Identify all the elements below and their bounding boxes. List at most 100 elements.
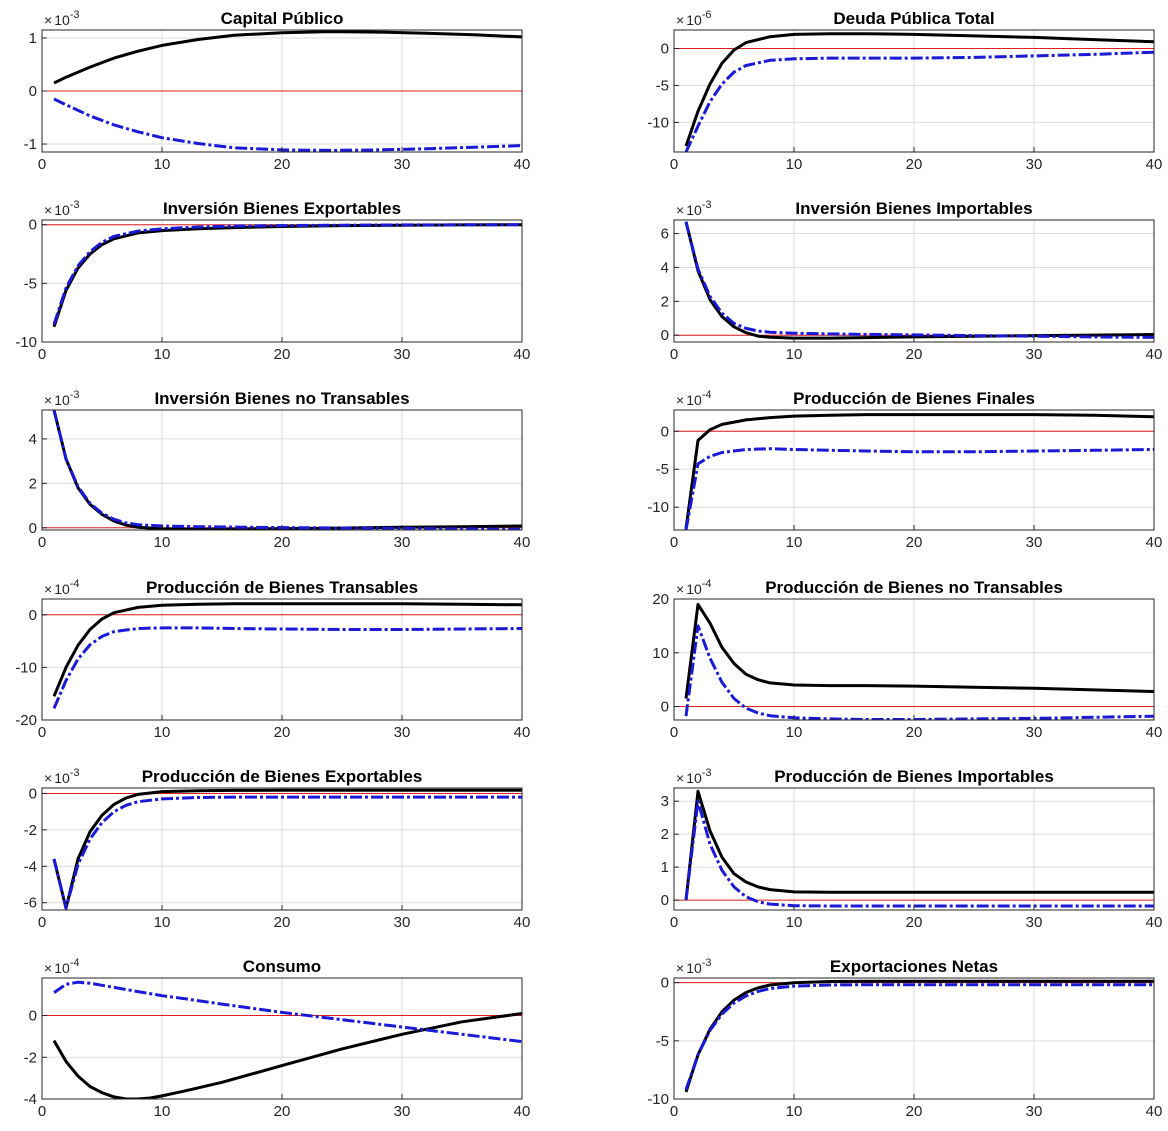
panel-title: Inversión Bienes Importables — [795, 199, 1032, 218]
y-tick-label: -5 — [656, 1033, 669, 1050]
y-tick-label: -10 — [647, 1091, 669, 1108]
y-tick-label: -2 — [24, 1049, 37, 1066]
series-solid-line — [684, 413, 1154, 529]
panel-9: 0 10 20 30 40 -6 -4 -2 0 × 10-3 Producción de Biene… — [24, 767, 531, 931]
y-tick-label: 4 — [29, 431, 37, 448]
panel-title: Producción de Bienes Exportables — [142, 767, 423, 786]
y-tick-label: 0 — [29, 217, 37, 234]
x-tick-label: 30 — [394, 534, 411, 551]
x-tick-label: 30 — [1026, 346, 1043, 363]
x-tick-label: 20 — [906, 724, 923, 741]
series-solid-line — [53, 30, 522, 85]
panel-title: Exportaciones Netas — [830, 957, 998, 976]
x-tick-label: 0 — [670, 156, 678, 173]
x-tick-label: 20 — [274, 534, 291, 551]
y-tick-label: 0 — [29, 520, 37, 537]
panel-12: 0 10 20 30 40 -10 -5 0 × 10-3 Exportaciones Netas — [647, 957, 1162, 1120]
y-tick-label: 0 — [661, 40, 669, 57]
x-tick-label: 20 — [274, 1103, 291, 1120]
x-tick-label: 30 — [394, 156, 411, 173]
x-tick-label: 10 — [154, 914, 171, 931]
x-tick-label: 20 — [906, 1103, 923, 1120]
y-tick-label: -4 — [24, 1091, 37, 1108]
y-tick-label: -10 — [647, 114, 669, 131]
axis-exponent-label: × 10-3 — [44, 9, 80, 28]
panel-4: 0 10 20 30 40 0 2 4 6 × 10-3 Inversión Bienes Impor… — [661, 199, 1163, 363]
panel-title: Consumo — [243, 957, 321, 976]
x-tick-label: 0 — [38, 346, 46, 363]
x-tick-label: 30 — [394, 914, 411, 931]
x-tick-label: 40 — [1146, 724, 1163, 741]
x-tick-label: 40 — [1146, 346, 1163, 363]
y-tick-label: 4 — [661, 259, 669, 276]
axis-exponent-label: × 10-3 — [676, 957, 712, 976]
series-dashdot-line — [52, 626, 522, 709]
y-tick-label: -5 — [656, 461, 669, 478]
series-solid-line — [684, 602, 1154, 699]
y-tick-label: 0 — [661, 975, 669, 992]
x-tick-label: 30 — [1026, 156, 1043, 173]
x-tick-label: 0 — [670, 724, 678, 741]
x-tick-label: 0 — [670, 346, 678, 363]
series-solid-line — [52, 788, 522, 910]
y-tick-label: 0 — [29, 785, 37, 802]
panel-title: Capital Público — [221, 9, 344, 28]
y-tick-label: -6 — [24, 895, 37, 912]
panel-title: Inversión Bienes no Transables — [154, 389, 409, 408]
x-tick-label: 10 — [154, 346, 171, 363]
y-tick-label: 0 — [29, 607, 37, 624]
x-tick-label: 10 — [786, 1103, 803, 1120]
x-tick-label: 10 — [786, 534, 803, 551]
axis-exponent-label: × 10-6 — [676, 9, 712, 28]
panel-5: 0 10 20 30 40 0 2 4 × 10-3 Inversión Bienes no Tra… — [29, 389, 531, 551]
axis-exponent-label: × 10-4 — [676, 389, 712, 408]
axis-exponent-label: × 10-4 — [44, 578, 80, 597]
panel-7: 0 10 20 30 40 -20 -10 0 × 10-4 Producción de Biene… — [15, 578, 530, 741]
panel-3: 0 10 20 30 40 -10 -5 0 × 10-3 Inversión Bienes Exp… — [15, 199, 530, 363]
x-tick-label: 0 — [38, 724, 46, 741]
x-tick-label: 30 — [1026, 1103, 1043, 1120]
series-solid-line — [52, 602, 522, 697]
x-tick-label: 40 — [514, 724, 531, 741]
x-tick-label: 40 — [514, 156, 531, 173]
y-tick-label: -10 — [15, 334, 37, 351]
y-tick-label: -5 — [656, 77, 669, 94]
y-tick-label: -2 — [24, 822, 37, 839]
x-tick-label: 10 — [154, 1103, 171, 1120]
series-dashdot-line — [684, 983, 1154, 1091]
panel-10: 0 10 20 30 40 0 1 2 3 × 10-3 Producción de Bienes I… — [661, 767, 1163, 931]
x-tick-label: 20 — [906, 534, 923, 551]
series-dashdot-line — [684, 221, 1154, 339]
x-tick-label: 40 — [1146, 914, 1163, 931]
x-tick-label: 10 — [786, 346, 803, 363]
x-tick-label: 0 — [670, 1103, 678, 1120]
x-tick-label: 40 — [514, 346, 531, 363]
panel-8: 0 10 20 30 40 0 10 20 × 10-4 Producción de Bienes … — [652, 578, 1162, 741]
x-tick-label: 10 — [154, 534, 171, 551]
series-dashdot-line — [684, 799, 1154, 908]
y-tick-label: 0 — [29, 83, 37, 100]
y-tick-label: 6 — [661, 226, 669, 243]
x-tick-label: 0 — [38, 156, 46, 173]
series-dashdot-line — [684, 624, 1154, 720]
series-dashdot-line — [52, 223, 522, 325]
x-tick-label: 40 — [1146, 1103, 1163, 1120]
panel-2: 0 10 20 30 40 -10 -5 0 × 10-6 Deuda Pública Total — [647, 9, 1162, 173]
panel-title: Deuda Pública Total — [833, 9, 994, 28]
series-dashdot-line — [684, 447, 1154, 530]
x-tick-label: 10 — [786, 724, 803, 741]
x-tick-label: 30 — [1026, 724, 1043, 741]
axis-exponent-label: × 10-3 — [44, 199, 80, 218]
series-solid-line — [684, 979, 1154, 1093]
x-tick-label: 20 — [906, 156, 923, 173]
x-tick-label: 0 — [38, 534, 46, 551]
x-tick-label: 30 — [1026, 534, 1043, 551]
x-tick-label: 20 — [274, 914, 291, 931]
panel-title: Producción de Bienes Transables — [146, 578, 418, 597]
x-tick-label: 10 — [786, 156, 803, 173]
axis-exponent-label: × 10-4 — [44, 957, 80, 976]
panel-title: Producción de Bienes Finales — [793, 389, 1035, 408]
x-tick-label: 10 — [154, 724, 171, 741]
